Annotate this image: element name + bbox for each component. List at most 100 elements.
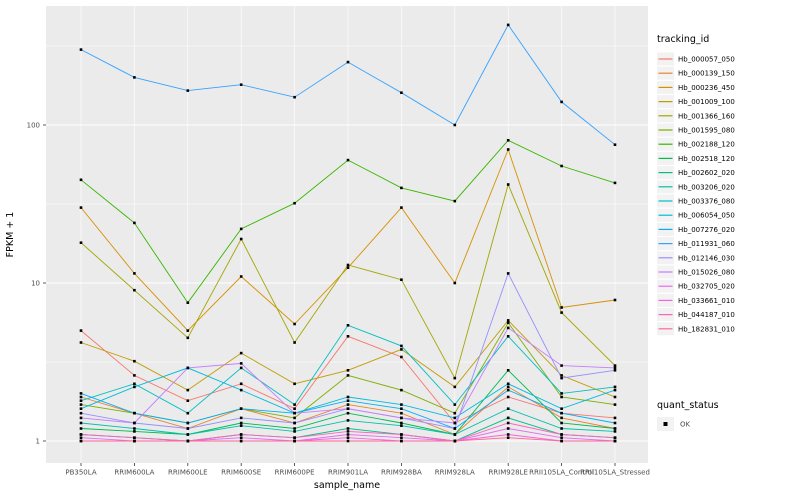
data-point (79, 427, 83, 430)
x-tick-label: RRIM928LA (435, 469, 475, 477)
y-axis-title: FPKM + 1 (5, 212, 16, 258)
y-axis-ticks: 1 10 100 (27, 122, 46, 446)
data-point (239, 416, 243, 420)
data-point (400, 91, 403, 94)
data-point (79, 399, 83, 402)
data-point (560, 407, 563, 410)
data-point (239, 275, 243, 278)
data-point (293, 403, 296, 406)
data-point (133, 436, 136, 439)
data-point (453, 199, 457, 203)
data-point (346, 430, 350, 433)
data-point (560, 436, 563, 439)
quant-status-legend-title: quant_status (657, 400, 719, 411)
data-point (400, 348, 403, 351)
legend-label-Hb_000139_150: Hb_000139_150 (678, 70, 735, 78)
data-point (560, 416, 563, 420)
data-point (133, 288, 136, 292)
data-point (453, 427, 457, 430)
data-point (186, 329, 190, 332)
data-point (346, 433, 350, 436)
data-point (133, 421, 136, 425)
data-point (506, 407, 510, 410)
data-point (453, 433, 457, 436)
x-axis-ticks: PB350LA RRIM600LA RRIM600LE RRIM600SE RRIM60… (65, 463, 650, 477)
legend-label-Hb_000236_450: Hb_000236_450 (678, 84, 735, 92)
data-point (79, 439, 83, 443)
data-point (400, 421, 403, 425)
data-point (79, 241, 83, 244)
data-point (560, 439, 563, 443)
data-point (346, 439, 350, 443)
data-point (560, 421, 563, 425)
data-point (560, 100, 563, 104)
data-point (560, 374, 563, 377)
data-point (506, 421, 510, 425)
legend-label-Hb_001595_080: Hb_001595_080 (678, 127, 735, 135)
data-point (346, 324, 350, 327)
legend-label-Hb_015026_080: Hb_015026_080 (678, 269, 735, 277)
x-tick-label: RRIM600SE (221, 469, 261, 477)
data-point (506, 321, 510, 325)
data-point (400, 436, 403, 439)
data-point (186, 399, 190, 402)
data-point (560, 427, 563, 430)
data-point (613, 436, 617, 439)
data-point (346, 158, 350, 162)
data-point (346, 369, 350, 372)
data-point (400, 344, 403, 348)
data-point (79, 433, 83, 436)
data-point (453, 281, 457, 285)
data-point (400, 278, 403, 281)
data-point (560, 395, 563, 399)
data-point (186, 89, 190, 92)
legend-label-Hb_001009_100: Hb_001009_100 (678, 98, 735, 106)
data-point (293, 95, 296, 99)
data-point (186, 421, 190, 425)
data-point (346, 263, 350, 267)
data-point (239, 436, 243, 439)
data-point (186, 301, 190, 304)
data-point (560, 376, 563, 380)
legend-label-Hb_044187_010: Hb_044187_010 (678, 311, 735, 319)
quant-status-ok-label: OK (680, 421, 691, 429)
data-point (239, 83, 243, 86)
data-point (293, 201, 296, 205)
legend-label-Hb_007276_020: Hb_007276_020 (678, 226, 735, 234)
data-point (346, 403, 350, 406)
data-point (506, 326, 510, 330)
data-point (613, 388, 617, 392)
data-point (453, 385, 457, 389)
data-point (239, 362, 243, 365)
data-point (560, 411, 563, 415)
data-point (79, 436, 83, 439)
data-point (186, 427, 190, 430)
data-point (239, 366, 243, 370)
x-tick-label: RRIM928LE (488, 469, 528, 477)
legend-label-Hb_002518_120: Hb_002518_120 (678, 155, 735, 163)
data-point (133, 221, 136, 225)
data-point (613, 369, 617, 372)
x-tick-label: RRIM600PE (275, 469, 315, 477)
data-point (506, 335, 510, 338)
data-point (506, 385, 510, 389)
data-point (133, 359, 136, 363)
data-point (453, 411, 457, 415)
data-point (79, 48, 83, 51)
data-point (346, 266, 350, 269)
data-point (613, 430, 617, 433)
data-point (293, 421, 296, 425)
data-point (506, 148, 510, 151)
data-point (293, 439, 296, 443)
data-point (186, 366, 190, 370)
data-point (453, 123, 457, 127)
x-axis-title: sample_name (314, 480, 380, 491)
data-point (506, 139, 510, 142)
data-point (79, 416, 83, 420)
data-point (613, 403, 617, 406)
legend-label-Hb_012146_030: Hb_012146_030 (678, 254, 735, 262)
data-points (79, 23, 617, 443)
data-point (560, 306, 563, 309)
data-point (79, 392, 83, 395)
data-point (506, 427, 510, 430)
